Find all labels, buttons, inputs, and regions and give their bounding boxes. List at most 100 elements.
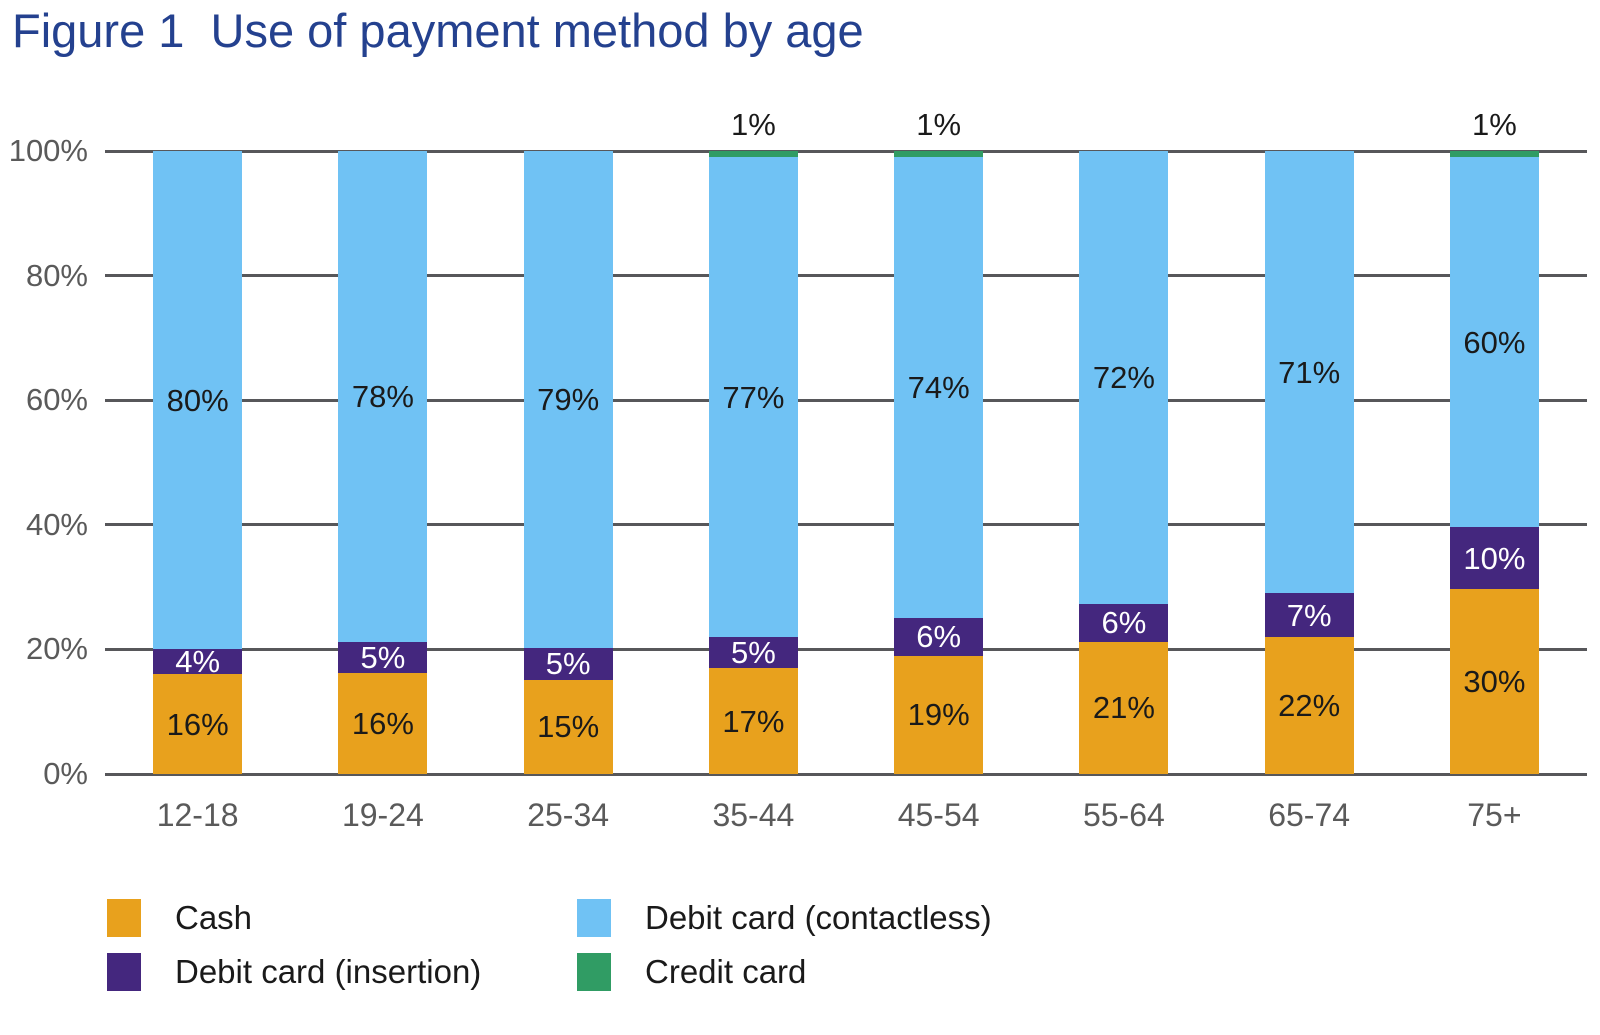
gridline-20% xyxy=(105,647,1587,651)
segment-debit-card-contactless: 78% xyxy=(338,151,428,642)
x-tick-label-35-44: 35-44 xyxy=(712,797,795,833)
legend-item-debit-contactless: Debit card (contactless) xyxy=(577,899,992,937)
value-label: 71% xyxy=(1278,354,1341,390)
segment-debit-card-contactless: 71% xyxy=(1264,151,1354,594)
segment-debit-card-contactless: 74% xyxy=(894,157,984,619)
segment-debit-card-contactless: 80% xyxy=(153,151,243,650)
segment-debit-card-insertion: 6% xyxy=(894,618,984,656)
legend-label-debit-contactless: Debit card (contactless) xyxy=(645,899,992,936)
segment-debit-card-insertion: 5% xyxy=(708,634,798,670)
bar-19-24: 78% 5% 16% xyxy=(338,151,428,774)
bar-column-12-18: 80% 4% 16% xyxy=(105,151,290,774)
y-tick-label: 40% xyxy=(25,506,88,542)
gridline-80% xyxy=(105,274,1587,278)
value-label: 10% xyxy=(1463,540,1526,576)
chart-title: Figure 1 Use of payment method by age xyxy=(12,4,864,57)
value-label-credit-card: 1% xyxy=(730,107,776,142)
bar-65-74: 71% 7% 22% xyxy=(1264,151,1354,774)
segment-debit-card-contactless: 77% xyxy=(708,157,798,637)
segment-cash: 30% xyxy=(1449,588,1539,774)
x-tick-label-19-24: 19-24 xyxy=(341,797,424,833)
y-tick-label: 100% xyxy=(8,133,88,168)
value-label: 5% xyxy=(730,634,776,670)
y-tick-label: 0% xyxy=(43,756,88,791)
value-label: 74% xyxy=(907,370,970,406)
value-label: 80% xyxy=(166,382,229,418)
value-label: 19% xyxy=(907,697,970,733)
gridline-40% xyxy=(105,523,1587,527)
bars-layer: 80% 4% 16% 78% 5% 16% 79% 5% 15% 1% 77% 5% 17% 1% 74% 6… xyxy=(105,107,1587,774)
value-label: 7% xyxy=(1286,597,1332,633)
segment-credit-card xyxy=(1449,151,1539,158)
segment-credit-card xyxy=(894,151,984,158)
value-label: 15% xyxy=(537,709,600,745)
segment-debit-card-contactless: 79% xyxy=(523,151,613,649)
legend: Cash Debit card (contactless) Debit card… xyxy=(107,899,992,991)
y-tick-label: 80% xyxy=(25,257,88,293)
x-tick-label-75+: 75+ xyxy=(1467,797,1522,833)
bar-column-65-74: 71% 7% 22% xyxy=(1217,151,1402,774)
segment-credit-card xyxy=(708,151,798,158)
bar-25-34: 79% 5% 15% xyxy=(523,151,613,774)
debit-contactless-swatch xyxy=(577,899,611,937)
value-label: 4% xyxy=(175,644,221,680)
legend-label-debit-insertion: Debit card (insertion) xyxy=(175,953,482,990)
bar-12-18: 80% 4% 16% xyxy=(153,151,243,774)
segment-debit-card-contactless: 72% xyxy=(1079,151,1169,605)
value-label: 60% xyxy=(1463,324,1526,360)
segment-debit-card-insertion: 7% xyxy=(1264,593,1354,637)
legend-item-cash: Cash xyxy=(107,899,577,937)
cash-swatch xyxy=(107,899,141,937)
bar-column-55-64: 72% 6% 21% xyxy=(1031,151,1216,774)
y-tick-label: 20% xyxy=(25,631,88,667)
bar-35-44: 1% 77% 5% 17% xyxy=(708,107,798,774)
value-label: 5% xyxy=(545,646,591,682)
value-label: 6% xyxy=(1101,605,1147,641)
bar-column-45-54: 1% 74% 6% 19% xyxy=(846,107,1031,774)
debit-insertion-swatch xyxy=(107,953,141,991)
legend-item-debit-insertion: Debit card (insertion) xyxy=(107,953,577,991)
segment-debit-card-insertion: 4% xyxy=(153,644,243,680)
value-label: 77% xyxy=(722,379,785,415)
value-label: 6% xyxy=(916,619,962,655)
segment-cash: 15% xyxy=(523,679,613,774)
value-label: 22% xyxy=(1278,687,1341,723)
value-label-credit-card: 1% xyxy=(916,107,962,142)
bar-55-64: 72% 6% 21% xyxy=(1079,151,1169,774)
gridline-100% xyxy=(105,149,1587,153)
segment-cash: 19% xyxy=(894,655,984,774)
value-label: 30% xyxy=(1463,663,1526,699)
value-label: 17% xyxy=(722,703,785,739)
segment-cash: 16% xyxy=(338,673,428,774)
gridline-0% xyxy=(105,772,1587,776)
x-tick-label-45-54: 45-54 xyxy=(897,797,980,833)
y-axis: 100% 80% 60% 40% 20% 0% xyxy=(0,133,88,791)
legend-item-credit-card: Credit card xyxy=(577,953,992,991)
gridline-60% xyxy=(105,398,1587,402)
bar-75+: 1% 60% 10% 30% xyxy=(1449,107,1539,774)
value-label: 5% xyxy=(360,640,406,676)
value-label: 79% xyxy=(537,382,600,418)
segment-debit-card-insertion: 10% xyxy=(1449,527,1539,589)
x-tick-label-25-34: 25-34 xyxy=(527,797,610,833)
x-axis: 12-18 19-24 25-34 35-44 45-54 55-64 65-74 75+ xyxy=(105,795,1587,835)
value-label: 16% xyxy=(166,706,229,742)
bar-column-35-44: 1% 77% 5% 17% xyxy=(661,107,846,774)
credit-card-swatch xyxy=(577,953,611,991)
plot-area: 80% 4% 16% 78% 5% 16% 79% 5% 15% 1% 77% 5% 17% 1% 74% 6… xyxy=(105,107,1587,776)
segment-debit-card-insertion: 6% xyxy=(1079,604,1169,642)
segment-cash: 17% xyxy=(708,668,798,774)
bar-column-25-34: 79% 5% 15% xyxy=(476,151,661,774)
x-tick-label-55-64: 55-64 xyxy=(1082,797,1165,833)
x-tick-label-65-74: 65-74 xyxy=(1268,797,1351,833)
value-label: 21% xyxy=(1092,690,1155,726)
segment-debit-card-contactless: 60% xyxy=(1449,157,1539,528)
value-label: 72% xyxy=(1092,360,1155,396)
bar-45-54: 1% 74% 6% 19% xyxy=(894,107,984,774)
segment-debit-card-insertion: 5% xyxy=(338,640,428,676)
legend-label-cash: Cash xyxy=(175,899,253,936)
value-label: 78% xyxy=(351,378,414,414)
value-label: 16% xyxy=(351,706,414,742)
segment-cash: 21% xyxy=(1079,641,1169,774)
bar-column-75+: 1% 60% 10% 30% xyxy=(1402,107,1587,774)
